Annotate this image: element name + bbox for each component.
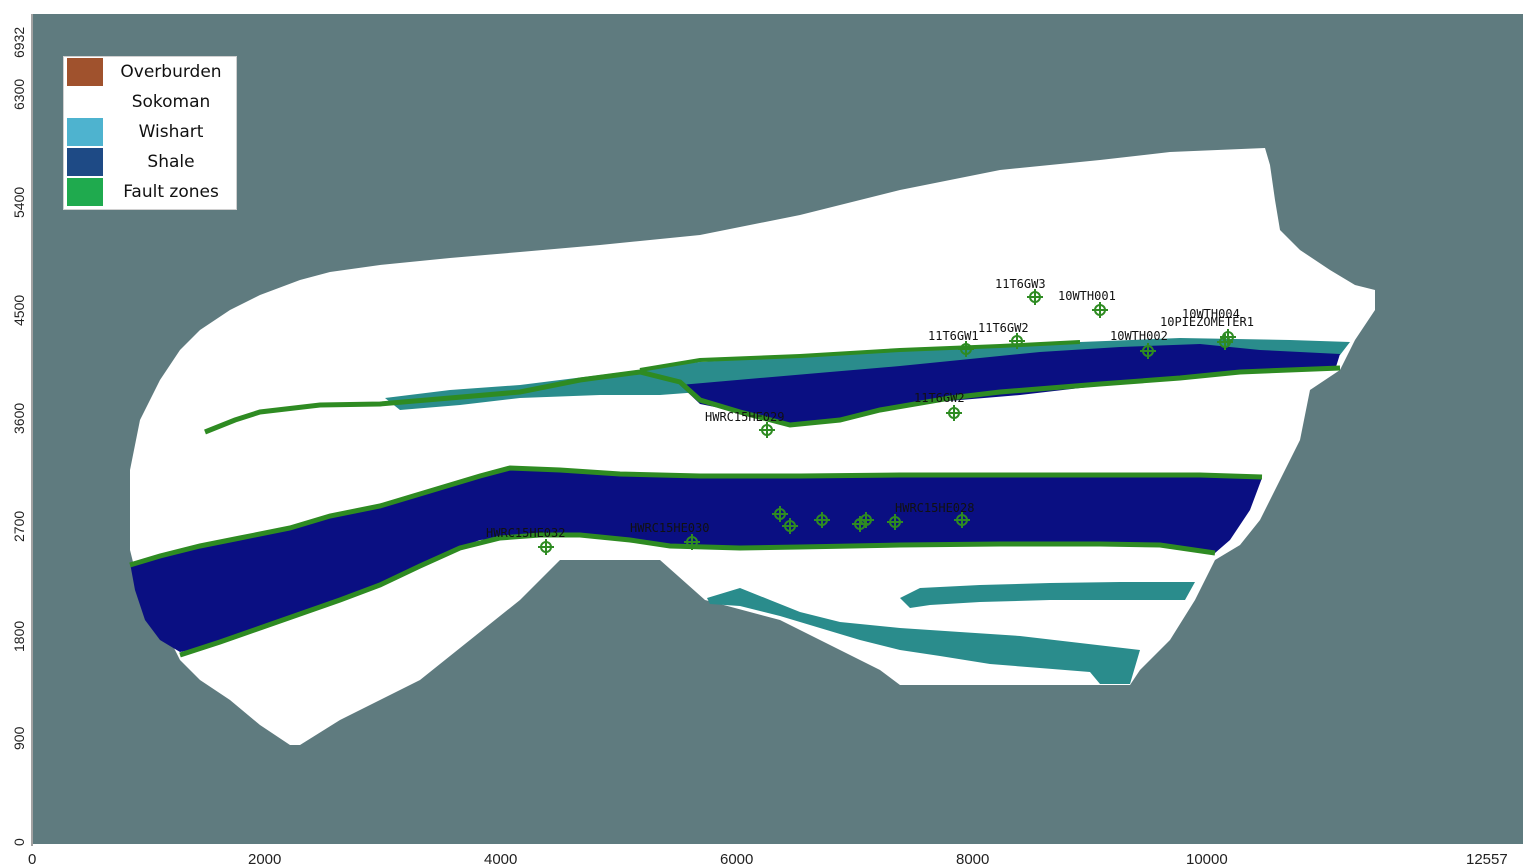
well-marker-cross bbox=[1140, 343, 1156, 359]
well-marker-cross bbox=[887, 514, 903, 530]
well-label: 11T6GW2 bbox=[914, 391, 965, 405]
legend-swatch bbox=[67, 148, 103, 176]
legend-swatch bbox=[67, 88, 103, 116]
legend-swatch bbox=[67, 58, 103, 86]
well-marker-cross bbox=[946, 405, 962, 421]
well-marker-cross bbox=[814, 512, 830, 528]
y-tick-label: 5400 bbox=[11, 187, 27, 218]
well-label: HWRC15HE032 bbox=[486, 526, 565, 540]
y-tick-label: 4500 bbox=[11, 295, 27, 326]
well-label: 11T6GW3 bbox=[995, 277, 1046, 291]
fault-lower-top bbox=[129, 465, 1263, 568]
well-marker-cross bbox=[1092, 302, 1108, 318]
well-markers bbox=[538, 289, 1236, 555]
fault-lower-bottom bbox=[179, 532, 1216, 658]
legend-item-shale: Shale bbox=[64, 147, 236, 177]
y-tick-label: 1800 bbox=[11, 621, 27, 652]
well-label: HWRC15HE029 bbox=[705, 410, 784, 424]
x-tick-label: 6000 bbox=[720, 851, 753, 868]
legend-label: Sokoman bbox=[131, 92, 211, 112]
y-tick-label: 2700 bbox=[11, 511, 27, 542]
x-tick-label: 12557 bbox=[1466, 851, 1508, 868]
x-tick-label: 4000 bbox=[484, 851, 517, 868]
wishart-lower-a bbox=[900, 582, 1195, 608]
y-tick-label: 900 bbox=[11, 726, 27, 750]
y-tick-label: 3600 bbox=[11, 403, 27, 434]
well-marker-cross bbox=[759, 422, 775, 438]
legend-item-wishart: Wishart bbox=[64, 117, 236, 147]
legend-swatch bbox=[67, 178, 103, 206]
map-legend: Overburden Sokoman Wishart Shale Fault z… bbox=[63, 56, 237, 210]
well-marker-cross bbox=[958, 341, 974, 357]
well-label: 10WTH002 bbox=[1110, 329, 1168, 343]
x-tick-label: 10000 bbox=[1186, 851, 1228, 868]
well-marker-cross bbox=[1009, 333, 1025, 349]
legend-item-overburden: Overburden bbox=[64, 57, 236, 87]
well-label: 10WTH001 bbox=[1058, 289, 1116, 303]
y-axis: 0 900 1800 2700 3600 4500 5400 6300 6932 bbox=[11, 27, 27, 846]
x-tick-label: 0 bbox=[28, 851, 36, 868]
y-tick-label: 6932 bbox=[11, 27, 27, 58]
legend-swatch bbox=[67, 118, 103, 146]
legend-label: Overburden bbox=[120, 62, 222, 82]
shale-upper bbox=[680, 344, 1340, 425]
shale-lower bbox=[130, 468, 1262, 652]
well-marker-cross bbox=[538, 539, 554, 555]
well-label: 10WTH004 bbox=[1182, 307, 1240, 321]
well-marker-cross bbox=[1027, 289, 1043, 305]
fault-upper bbox=[204, 365, 1341, 435]
well-label: 11T6GW2 bbox=[978, 321, 1029, 335]
well-marker-cross bbox=[684, 534, 700, 550]
legend-item-sokoman: Sokoman bbox=[64, 87, 236, 117]
well-label: 10PIEZOMETER1 bbox=[1160, 315, 1254, 329]
legend-item-fault-zones: Fault zones bbox=[64, 177, 236, 207]
well-marker-cross bbox=[782, 518, 798, 534]
y-tick-label: 6300 bbox=[11, 79, 27, 110]
x-tick-label: 2000 bbox=[248, 851, 281, 868]
x-tick-label: 8000 bbox=[956, 851, 989, 868]
well-label: HWRC15HE028 bbox=[895, 501, 974, 515]
well-marker-cross bbox=[772, 506, 788, 522]
y-tick-label: 0 bbox=[11, 838, 27, 846]
legend-label: Shale bbox=[147, 152, 195, 172]
well-marker-cross bbox=[1220, 329, 1236, 345]
well-marker-cross bbox=[858, 512, 874, 528]
legend-label: Fault zones bbox=[123, 182, 219, 202]
legend-label: Wishart bbox=[138, 122, 204, 142]
well-label: HWRC15HE030 bbox=[630, 521, 709, 535]
x-axis: 0 2000 4000 6000 8000 10000 12557 bbox=[28, 851, 1508, 868]
well-marker-cross bbox=[954, 512, 970, 528]
well-label: 11T6GW1 bbox=[928, 329, 979, 343]
wishart-lower-b bbox=[707, 588, 1140, 684]
